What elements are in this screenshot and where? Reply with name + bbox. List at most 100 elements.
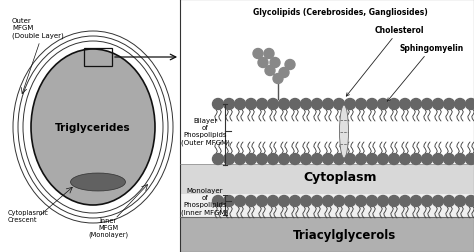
Circle shape	[279, 99, 290, 110]
Ellipse shape	[71, 173, 126, 191]
Circle shape	[212, 196, 224, 207]
Circle shape	[311, 196, 322, 207]
Circle shape	[212, 154, 224, 165]
Circle shape	[421, 154, 432, 165]
Circle shape	[224, 99, 235, 110]
Bar	[180, 0, 474, 94]
Circle shape	[273, 74, 283, 84]
Circle shape	[322, 154, 334, 165]
Circle shape	[400, 99, 410, 110]
Bar	[84, 49, 112, 67]
Circle shape	[345, 154, 356, 165]
Circle shape	[432, 196, 444, 207]
Circle shape	[322, 196, 334, 207]
Circle shape	[444, 154, 455, 165]
Circle shape	[465, 99, 474, 110]
Circle shape	[356, 196, 366, 207]
Circle shape	[410, 154, 421, 165]
Circle shape	[345, 99, 356, 110]
Circle shape	[465, 154, 474, 165]
Circle shape	[270, 58, 280, 68]
Circle shape	[235, 154, 246, 165]
Circle shape	[432, 154, 444, 165]
Circle shape	[455, 196, 465, 207]
Circle shape	[301, 196, 311, 207]
Bar	[180, 94, 474, 164]
Circle shape	[377, 99, 389, 110]
Text: Cholesterol: Cholesterol	[346, 25, 425, 97]
Ellipse shape	[339, 106, 348, 158]
Circle shape	[265, 66, 275, 76]
Circle shape	[410, 196, 421, 207]
Circle shape	[334, 196, 345, 207]
Circle shape	[212, 99, 224, 110]
Circle shape	[444, 196, 455, 207]
Circle shape	[267, 154, 279, 165]
Text: Triglycerides: Triglycerides	[55, 122, 131, 133]
Circle shape	[389, 154, 400, 165]
Circle shape	[246, 99, 256, 110]
Circle shape	[279, 68, 289, 78]
Circle shape	[432, 99, 444, 110]
Circle shape	[290, 154, 301, 165]
Circle shape	[285, 60, 295, 70]
Text: Glycolipids (Cerebrosides, Gangliosides): Glycolipids (Cerebrosides, Gangliosides)	[253, 8, 428, 17]
Circle shape	[264, 49, 274, 59]
Text: Bilayer
of
Phospolipids
(Outer MFGM): Bilayer of Phospolipids (Outer MFGM)	[181, 118, 229, 145]
Circle shape	[444, 99, 455, 110]
Circle shape	[267, 196, 279, 207]
Circle shape	[377, 196, 389, 207]
Text: Cytoplasm: Cytoplasm	[303, 171, 377, 184]
Circle shape	[465, 196, 474, 207]
Circle shape	[334, 154, 345, 165]
Circle shape	[267, 99, 279, 110]
Ellipse shape	[31, 50, 155, 205]
Circle shape	[224, 154, 235, 165]
Bar	[180, 164, 474, 194]
Circle shape	[253, 49, 263, 59]
Circle shape	[246, 154, 256, 165]
Circle shape	[455, 154, 465, 165]
Circle shape	[334, 99, 345, 110]
Circle shape	[345, 196, 356, 207]
Text: Inner
MFGM
(Monolayer): Inner MFGM (Monolayer)	[88, 217, 128, 238]
Circle shape	[377, 154, 389, 165]
Circle shape	[301, 99, 311, 110]
Circle shape	[366, 196, 377, 207]
Circle shape	[356, 99, 366, 110]
Text: Sphingomyelin: Sphingomyelin	[387, 43, 464, 102]
Circle shape	[279, 154, 290, 165]
Circle shape	[421, 196, 432, 207]
Text: Monolayer
of
Phospolipids
(Inner MFGM): Monolayer of Phospolipids (Inner MFGM)	[182, 187, 228, 215]
Circle shape	[356, 154, 366, 165]
Circle shape	[366, 154, 377, 165]
Circle shape	[400, 196, 410, 207]
Circle shape	[256, 196, 267, 207]
Circle shape	[455, 99, 465, 110]
Circle shape	[256, 99, 267, 110]
Circle shape	[322, 99, 334, 110]
Circle shape	[290, 99, 301, 110]
Circle shape	[410, 99, 421, 110]
Circle shape	[389, 196, 400, 207]
Circle shape	[366, 99, 377, 110]
Circle shape	[301, 154, 311, 165]
Bar	[180, 194, 474, 217]
Circle shape	[400, 154, 410, 165]
Circle shape	[311, 99, 322, 110]
Circle shape	[279, 196, 290, 207]
Circle shape	[290, 196, 301, 207]
Circle shape	[235, 196, 246, 207]
Text: Outer
MFGM
(Double Layer): Outer MFGM (Double Layer)	[12, 18, 64, 38]
Circle shape	[235, 99, 246, 110]
Circle shape	[256, 154, 267, 165]
Bar	[180, 217, 474, 252]
Circle shape	[224, 196, 235, 207]
Circle shape	[258, 58, 268, 68]
Circle shape	[311, 154, 322, 165]
Text: Cytoplasmic
Crescent: Cytoplasmic Crescent	[8, 209, 49, 222]
Text: Triacylglycerols: Triacylglycerols	[293, 229, 397, 241]
Circle shape	[246, 196, 256, 207]
Circle shape	[421, 99, 432, 110]
Circle shape	[389, 99, 400, 110]
